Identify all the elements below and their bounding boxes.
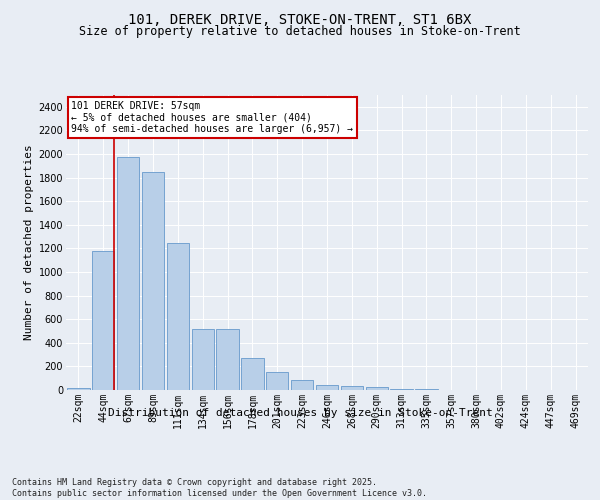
Text: Size of property relative to detached houses in Stoke-on-Trent: Size of property relative to detached ho… bbox=[79, 25, 521, 38]
Text: 101 DEREK DRIVE: 57sqm
← 5% of detached houses are smaller (404)
94% of semi-det: 101 DEREK DRIVE: 57sqm ← 5% of detached … bbox=[71, 101, 353, 134]
Bar bbox=[191, 329, 214, 390]
Bar bbox=[92, 252, 115, 390]
Bar bbox=[142, 172, 164, 390]
Text: 101, DEREK DRIVE, STOKE-ON-TRENT, ST1 6BX: 101, DEREK DRIVE, STOKE-ON-TRENT, ST1 6B… bbox=[128, 12, 472, 26]
Bar bbox=[266, 372, 289, 390]
Bar bbox=[117, 157, 139, 390]
Text: Contains HM Land Registry data © Crown copyright and database right 2025.
Contai: Contains HM Land Registry data © Crown c… bbox=[12, 478, 427, 498]
Text: Distribution of detached houses by size in Stoke-on-Trent: Distribution of detached houses by size … bbox=[107, 408, 493, 418]
Bar bbox=[316, 384, 338, 390]
Bar bbox=[167, 243, 189, 390]
Bar bbox=[217, 329, 239, 390]
Bar bbox=[241, 358, 263, 390]
Bar bbox=[341, 386, 363, 390]
Bar bbox=[67, 388, 89, 390]
Bar bbox=[391, 389, 413, 390]
Bar bbox=[365, 386, 388, 390]
Y-axis label: Number of detached properties: Number of detached properties bbox=[25, 144, 34, 340]
Bar bbox=[291, 380, 313, 390]
